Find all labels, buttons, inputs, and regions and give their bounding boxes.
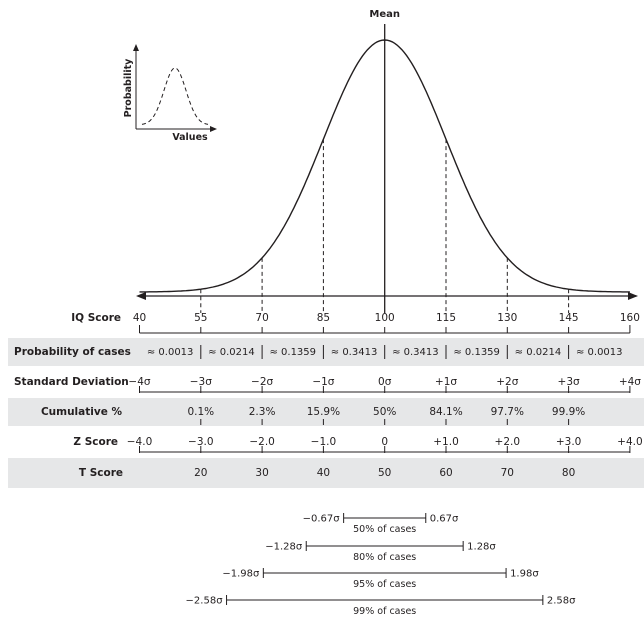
interval-right-label: 2.58σ bbox=[547, 596, 576, 607]
iq-ticks: 40 55 70 85 100 115 130 145 160 bbox=[133, 312, 640, 334]
inset-y-label: Probability bbox=[123, 58, 134, 117]
z-value: 0 bbox=[381, 436, 388, 448]
iq-score-label: IQ Score bbox=[71, 312, 121, 324]
interval-right-label: 0.67σ bbox=[430, 514, 459, 525]
probability-row: ≈ 0.0013 ≈ 0.0214 ≈ 0.1359 ≈ 0.3413 ≈ 0.3413… bbox=[147, 345, 623, 359]
probability-value: ≈ 0.1359 bbox=[453, 347, 500, 358]
mean-label: Mean bbox=[369, 9, 400, 20]
iq-tick-label: 130 bbox=[497, 312, 517, 324]
z-value: +3.0 bbox=[556, 436, 582, 448]
cumulative-row: 0.1% 2.3% 15.9% 50% 84.1% 97.7% 99.9% bbox=[187, 406, 585, 425]
iq-tick-label: 55 bbox=[194, 312, 207, 324]
coverage-intervals: −0.67σ 0.67σ 50% of cases −1.28σ 1.28σ 80% of… bbox=[186, 513, 576, 617]
cumulative-value: 97.7% bbox=[491, 406, 524, 418]
inset-x-label: Values bbox=[172, 132, 208, 143]
sd-value: 0σ bbox=[378, 376, 392, 388]
iq-tick-label: 100 bbox=[375, 312, 395, 324]
iq-tick-label: 85 bbox=[317, 312, 330, 324]
iq-tick-label: 115 bbox=[436, 312, 456, 324]
axis-arrow-right bbox=[628, 292, 638, 300]
standard-deviation-label: Standard Deviation bbox=[14, 376, 129, 388]
cumulative-value: 0.1% bbox=[187, 406, 214, 418]
sd-value: +4σ bbox=[619, 376, 641, 388]
interval-coverage-label: 50% of cases bbox=[353, 524, 416, 535]
sd-value: −3σ bbox=[190, 376, 212, 388]
cumulative-value: 2.3% bbox=[249, 406, 276, 418]
probability-row-band bbox=[8, 338, 644, 366]
iq-tick-label: 145 bbox=[559, 312, 579, 324]
t-score-value: 60 bbox=[439, 467, 452, 479]
interval-coverage-label: 95% of cases bbox=[353, 579, 416, 590]
probability-value: ≈ 0.0214 bbox=[515, 347, 562, 358]
t-score-value: 80 bbox=[562, 467, 575, 479]
cumulative-value: 50% bbox=[373, 406, 396, 418]
t-score-row: 20 30 40 50 60 70 80 bbox=[194, 467, 575, 479]
t-score-value: 40 bbox=[317, 467, 330, 479]
cumulative-value: 84.1% bbox=[429, 406, 462, 418]
probability-value: ≈ 0.3413 bbox=[392, 347, 439, 358]
cumulative-percent-label: Cumulative % bbox=[41, 406, 123, 418]
cumulative-value: 99.9% bbox=[552, 406, 585, 418]
z-value: +1.0 bbox=[433, 436, 459, 448]
iq-tick-label: 160 bbox=[620, 312, 640, 324]
iq-tick-label: 40 bbox=[133, 312, 146, 324]
cumulative-value: 15.9% bbox=[307, 406, 340, 418]
t-score-row-band bbox=[8, 458, 644, 488]
t-score-value: 70 bbox=[501, 467, 514, 479]
z-value: −2.0 bbox=[249, 436, 275, 448]
sd-value: −2σ bbox=[251, 376, 273, 388]
interval-left-label: −1.28σ bbox=[265, 542, 303, 553]
probability-value: ≈ 0.0013 bbox=[576, 347, 623, 358]
inset-curve bbox=[141, 67, 209, 125]
probability-of-cases-label: Probability of cases bbox=[14, 346, 131, 358]
z-score-row: −4.0 −3.0 −2.0 −1.0 0 +1.0 +2.0 +3.0 +4.0 bbox=[127, 436, 643, 453]
sd-value: +2σ bbox=[496, 376, 518, 388]
sd-marker-lines bbox=[200, 139, 570, 313]
interval-left-label: −2.58σ bbox=[186, 596, 224, 607]
interval-right-label: 1.98σ bbox=[510, 569, 539, 580]
probability-value: ≈ 0.0013 bbox=[147, 347, 194, 358]
z-value: +2.0 bbox=[495, 436, 521, 448]
inset-distribution-sketch: Probability Values bbox=[123, 44, 217, 143]
z-value: +4.0 bbox=[617, 436, 643, 448]
interval-left-label: −1.98σ bbox=[222, 569, 260, 580]
iq-tick-label: 70 bbox=[255, 312, 268, 324]
standard-deviation-row: −4σ −3σ −2σ −1σ 0σ +1σ +2σ +3σ +4σ bbox=[128, 376, 641, 393]
probability-value: ≈ 0.1359 bbox=[269, 347, 316, 358]
cumulative-row-band bbox=[8, 398, 644, 426]
z-value: −1.0 bbox=[311, 436, 337, 448]
inset-y-arrow bbox=[133, 44, 139, 51]
probability-value: ≈ 0.0214 bbox=[208, 347, 255, 358]
interval-left-label: −0.67σ bbox=[303, 514, 341, 525]
sd-value: −4σ bbox=[128, 376, 150, 388]
z-score-label: Z Score bbox=[73, 436, 118, 448]
probability-value: ≈ 0.3413 bbox=[331, 347, 378, 358]
z-value: −3.0 bbox=[188, 436, 214, 448]
t-score-value: 20 bbox=[194, 467, 207, 479]
t-score-value: 30 bbox=[255, 467, 268, 479]
interval-right-label: 1.28σ bbox=[467, 542, 496, 553]
sd-value: +1σ bbox=[435, 376, 457, 388]
sd-value: −1σ bbox=[312, 376, 334, 388]
axis-arrow-left bbox=[136, 292, 146, 300]
interval-coverage-label: 99% of cases bbox=[353, 606, 416, 617]
sd-value: +3σ bbox=[558, 376, 580, 388]
z-value: −4.0 bbox=[127, 436, 153, 448]
inset-x-arrow bbox=[210, 126, 217, 132]
interval-coverage-label: 80% of cases bbox=[353, 552, 416, 563]
t-score-label: T Score bbox=[79, 467, 123, 479]
t-score-value: 50 bbox=[378, 467, 391, 479]
